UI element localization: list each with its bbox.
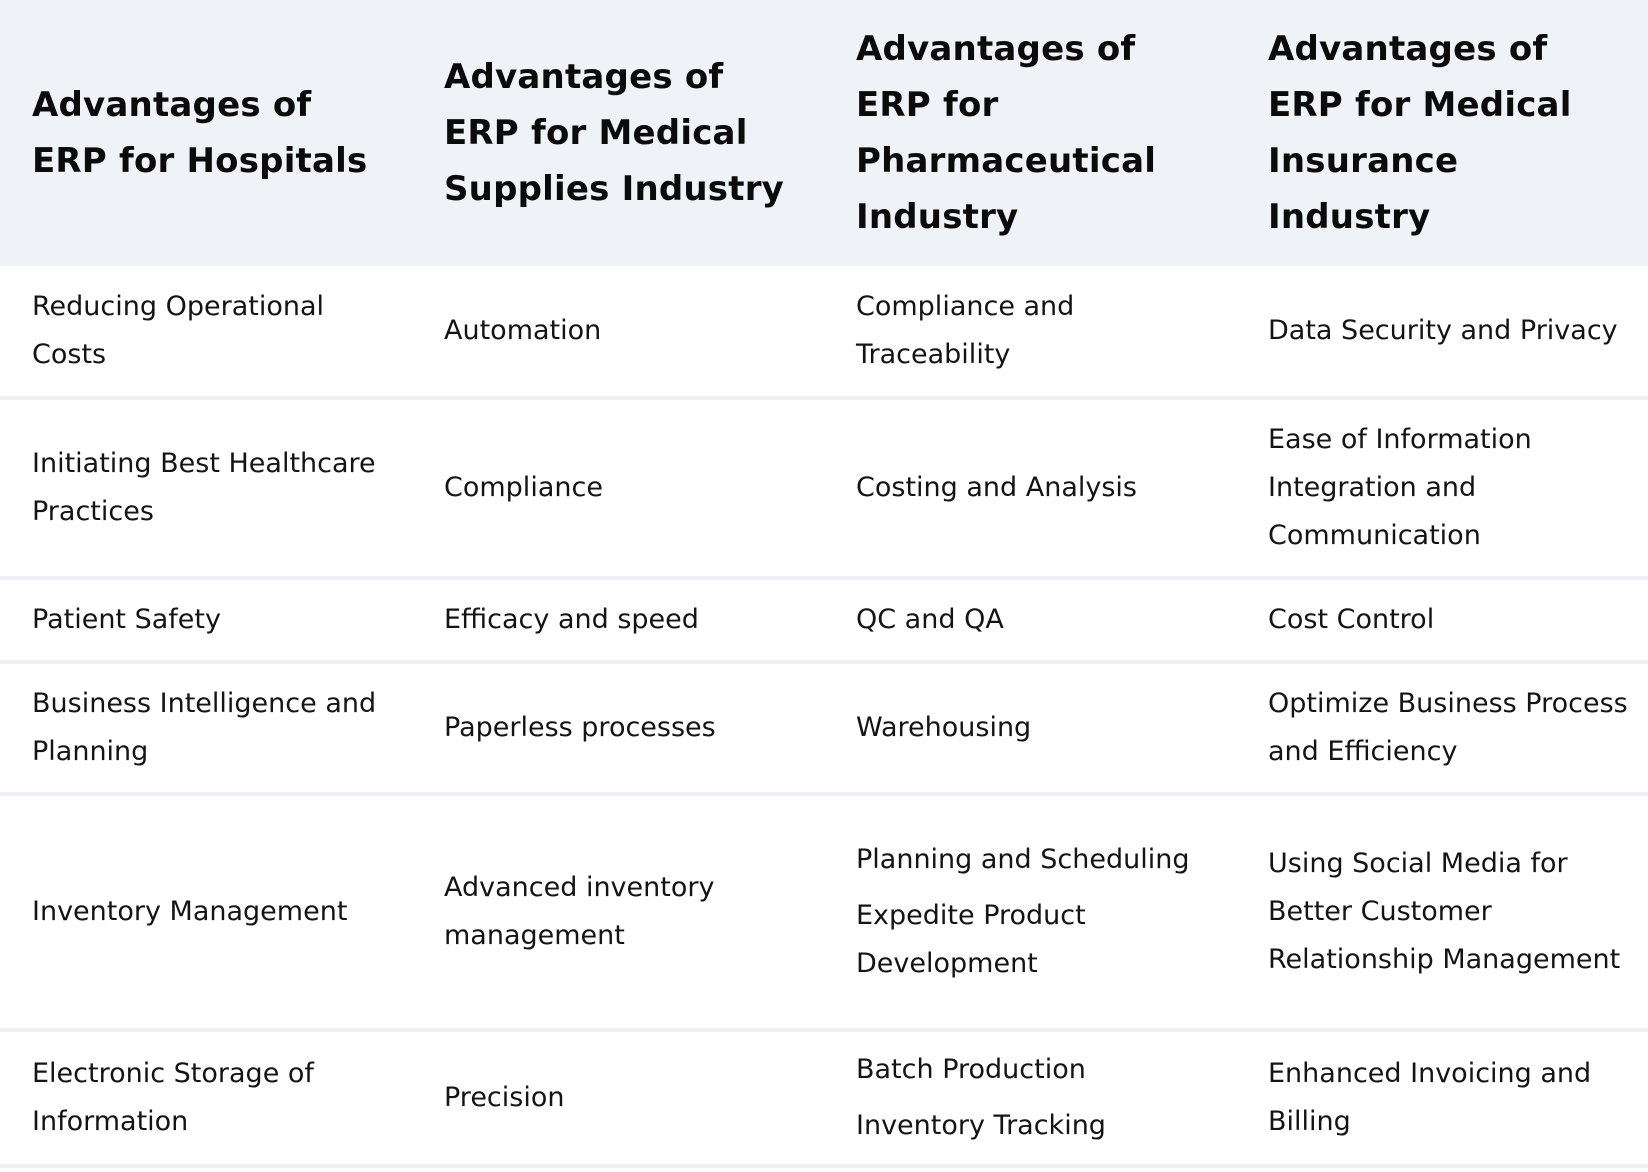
- header-row: Advantages of ERP for Hospitals Advantag…: [0, 0, 1648, 266]
- cell-medical-supplies: Advanced inventory management: [444, 872, 715, 951]
- cell-pharmaceutical: Planning and Scheduling Expedite Product…: [824, 794, 1236, 1030]
- cell-medical-supplies: Precision: [444, 1082, 565, 1113]
- table-row: Inventory Management Advanced inventory …: [0, 794, 1648, 1030]
- cell-medical-supplies: Paperless processes: [444, 712, 716, 743]
- table-row: Initiating Best Healthcare Practices Com…: [0, 398, 1648, 578]
- table-header: Advantages of ERP for Hospitals Advantag…: [0, 0, 1648, 266]
- cell-item: QC and QA: [856, 604, 1004, 635]
- cell-item: Inventory Tracking: [856, 1110, 1106, 1141]
- table-row: Reducing Operational Costs Automation Co…: [0, 266, 1648, 398]
- cell-pharmaceutical: Batch Production Inventory Tracking: [824, 1030, 1236, 1166]
- cell-medical-insurance: Cost Control: [1268, 604, 1435, 635]
- table-row: Business Intelligence and Planning Paper…: [0, 662, 1648, 794]
- cell-pharmaceutical: Costing and Analysis: [824, 398, 1236, 578]
- cell-item: Warehousing: [856, 712, 1032, 743]
- column-header-medical-insurance: Advantages of ERP for Medical Insurance …: [1268, 29, 1572, 237]
- column-header-medical-supplies: Advantages of ERP for Medical Supplies I…: [444, 57, 785, 209]
- cell-item: Compliance and Traceability: [856, 291, 1075, 370]
- cell-pharmaceutical: Compliance and Traceability: [824, 266, 1236, 398]
- cell-medical-supplies: Compliance: [444, 472, 603, 503]
- table-row: Electronic Storage of Information Precis…: [0, 1030, 1648, 1166]
- cell-hospitals: Patient Safety: [32, 604, 221, 635]
- cell-medical-insurance: Enhanced Invoicing and Billing: [1268, 1058, 1592, 1137]
- table-row: Patient Safety Efficacy and speed QC and…: [0, 578, 1648, 662]
- cell-item: Batch Production: [856, 1054, 1086, 1085]
- cell-hospitals: Reducing Operational Costs: [32, 291, 325, 370]
- cell-item: Expedite Product Development: [856, 900, 1086, 979]
- cell-hospitals: Business Intelligence and Planning: [32, 688, 377, 767]
- cell-medical-insurance: Using Social Media for Better Customer R…: [1268, 848, 1621, 975]
- cell-medical-supplies: Automation: [444, 315, 602, 346]
- cell-medical-insurance: Data Security and Privacy: [1268, 315, 1618, 346]
- cell-item: Costing and Analysis: [856, 472, 1137, 503]
- cell-medical-supplies: Efficacy and speed: [444, 604, 699, 635]
- cell-item: Planning and Scheduling: [856, 844, 1190, 875]
- cell-hospitals: Electronic Storage of Information: [32, 1058, 314, 1137]
- cell-hospitals: Initiating Best Healthcare Practices: [32, 448, 376, 527]
- cell-pharmaceutical: QC and QA: [824, 578, 1236, 662]
- cell-pharmaceutical: Warehousing: [824, 662, 1236, 794]
- column-header-hospitals: Advantages of ERP for Hospitals: [32, 85, 368, 181]
- table-body: Reducing Operational Costs Automation Co…: [0, 266, 1648, 1166]
- cell-medical-insurance: Optimize Business Process and Efficiency: [1268, 688, 1628, 767]
- cell-medical-insurance: Ease of Information Integration and Comm…: [1268, 424, 1532, 551]
- column-header-pharmaceutical: Advantages of ERP for Pharmaceutical Ind…: [856, 29, 1157, 237]
- cell-hospitals: Inventory Management: [32, 896, 348, 927]
